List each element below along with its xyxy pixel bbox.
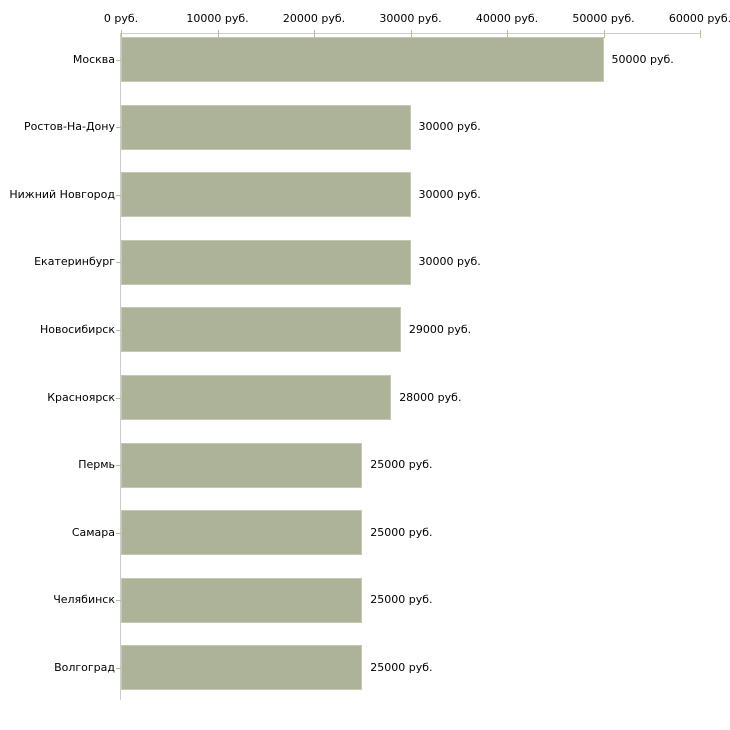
bar	[121, 645, 363, 691]
value-label: 25000 руб.	[370, 660, 433, 674]
value-label: 25000 руб.	[370, 458, 433, 472]
category-label: Красноярск	[47, 390, 115, 404]
x-axis-tick	[121, 30, 122, 38]
category-label: Челябинск	[53, 593, 115, 607]
value-label: 28000 руб.	[399, 390, 462, 404]
x-axis-tick	[507, 30, 508, 38]
bar	[121, 37, 604, 82]
value-label: 25000 руб.	[370, 525, 433, 539]
bar	[121, 577, 363, 623]
bar	[121, 104, 411, 150]
bar	[121, 307, 401, 353]
y-axis-tick	[116, 465, 121, 467]
bar	[121, 239, 411, 285]
x-axis-tick	[217, 30, 219, 38]
value-label: 30000 руб.	[418, 255, 481, 269]
x-axis-tick	[700, 30, 701, 38]
x-axis-tick-label: 40000 руб.	[475, 12, 539, 25]
y-axis-tick	[116, 59, 121, 61]
category-label: Волгоград	[54, 660, 115, 674]
value-label: 29000 руб.	[408, 322, 472, 336]
category-label: Ростов-На-Дону	[23, 120, 115, 134]
category-label: Новосибирск	[39, 322, 115, 336]
y-axis-tick	[116, 600, 121, 602]
bar	[121, 375, 392, 420]
category-label: Москва	[72, 52, 115, 66]
x-axis-tick-label: 0 руб.	[103, 12, 139, 25]
category-label: Самара	[71, 525, 115, 539]
category-label: Пермь	[78, 458, 115, 472]
value-label: 30000 руб.	[418, 187, 481, 201]
y-axis-tick	[116, 329, 121, 331]
y-axis-tick	[116, 127, 121, 129]
x-axis-tick-label: 10000 руб.	[186, 12, 249, 25]
x-axis-tick-label: 20000 руб.	[282, 12, 346, 25]
y-axis-line	[120, 33, 121, 700]
bar	[121, 172, 411, 218]
x-axis-tick-label: 60000 руб.	[668, 12, 730, 25]
y-axis-tick	[116, 194, 121, 196]
value-label: 50000 руб.	[611, 52, 674, 66]
x-axis-tick-label: 50000 руб.	[572, 12, 635, 25]
x-axis-tick-label: 30000 руб.	[379, 12, 442, 25]
bar	[121, 442, 363, 488]
y-axis-tick	[116, 667, 121, 669]
x-axis-tick	[314, 30, 315, 38]
x-axis-tick	[410, 30, 412, 38]
bar	[121, 510, 363, 556]
y-axis-tick	[116, 262, 121, 264]
y-axis-tick	[116, 532, 121, 534]
x-axis-tick	[603, 30, 605, 38]
category-label: Нижний Новгород	[9, 187, 115, 201]
value-label: 25000 руб.	[370, 593, 433, 607]
value-label: 30000 руб.	[418, 120, 481, 134]
category-label: Екатеринбург	[34, 255, 115, 269]
y-axis-tick	[116, 397, 121, 399]
